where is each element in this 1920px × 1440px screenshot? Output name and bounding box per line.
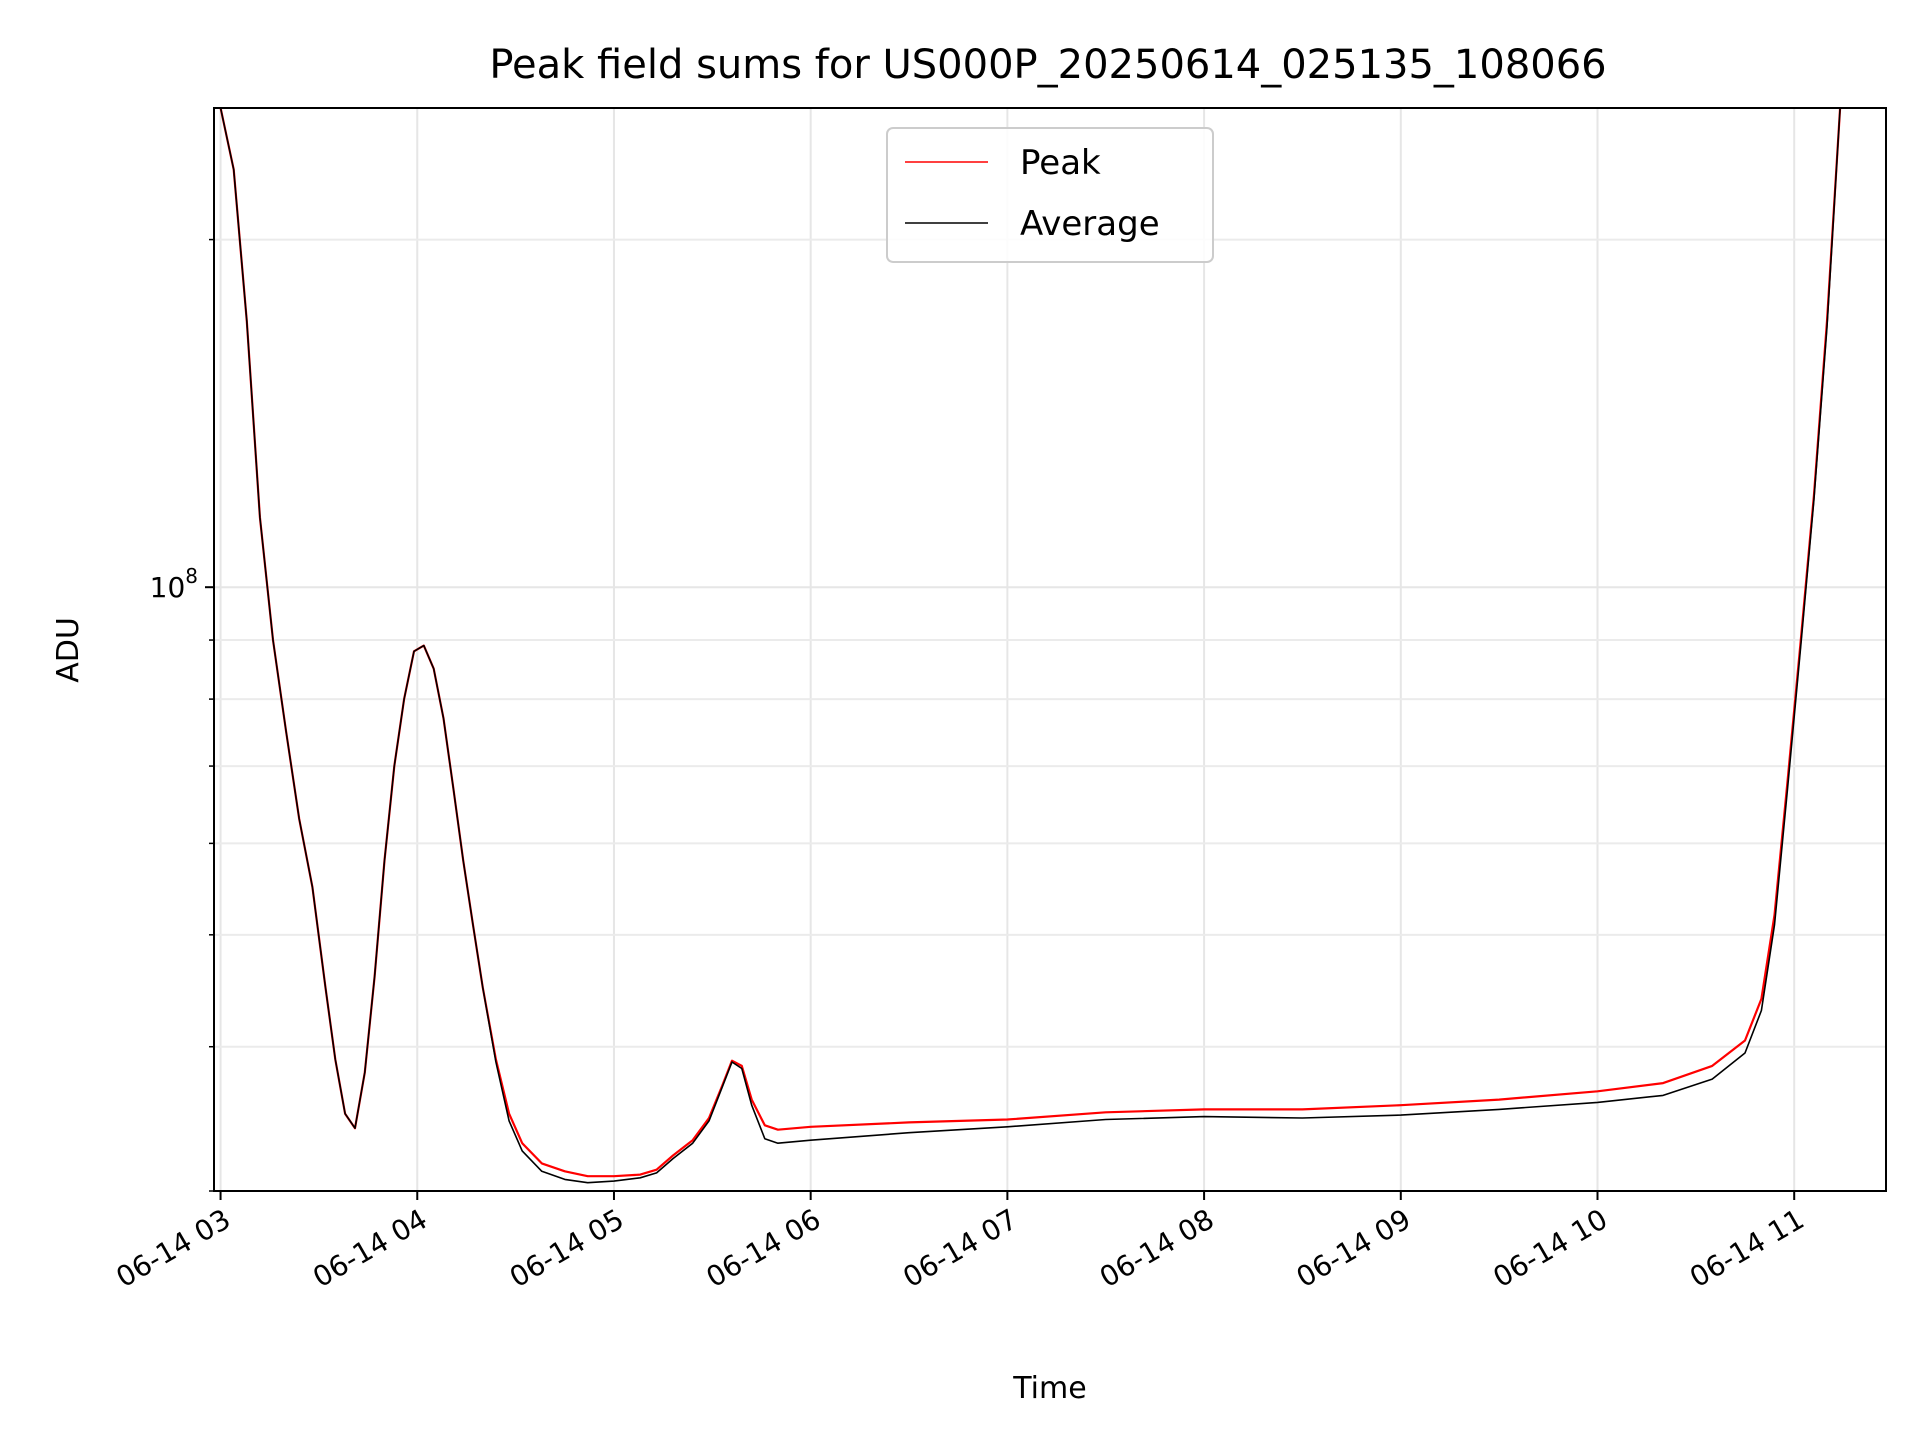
plot-frame	[213, 107, 1887, 1192]
y-axis: 108	[150, 238, 214, 1192]
y-axis-label: ADU	[51, 617, 86, 683]
series-line-average	[219, 108, 1841, 1184]
y-tick-label: 108	[150, 564, 198, 604]
legend-label-average: Average	[1020, 204, 1160, 244]
x-axis-label: Time	[1012, 1371, 1086, 1406]
chart-title: Peak field sums for US000P_20250614_0251…	[489, 42, 1606, 88]
legend: Peak Average	[886, 127, 1214, 263]
legend-label-peak: Peak	[1020, 143, 1101, 183]
series-layer	[219, 108, 1842, 1184]
